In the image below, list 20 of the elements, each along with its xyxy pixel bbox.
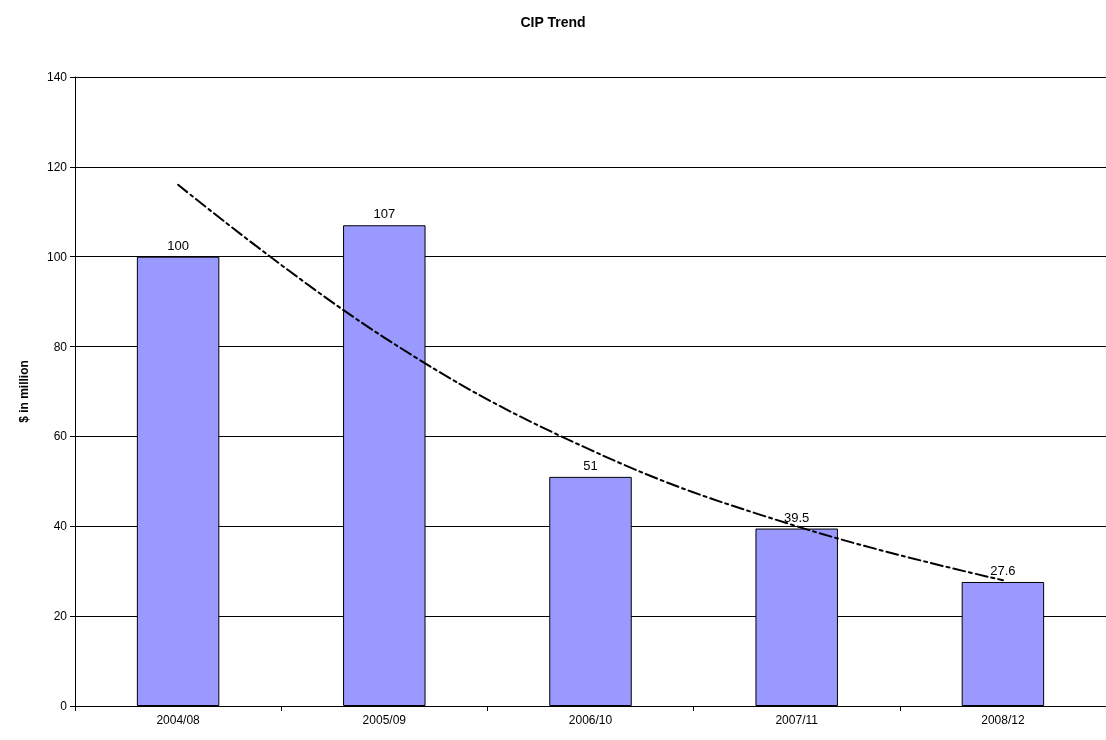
x-tick-label: 2006/10	[568, 713, 613, 727]
x-tick-label: 2004/08	[156, 713, 201, 727]
data-label: 51	[583, 457, 598, 473]
y-tick-label: 60	[53, 429, 68, 444]
y-tick-label: 20	[53, 609, 68, 624]
y-tick-label: 100	[46, 249, 68, 264]
x-tick-label: 2005/09	[362, 713, 407, 727]
y-tick-label: 80	[53, 339, 68, 354]
y-tick-label: 40	[53, 519, 68, 534]
y-tick-label: 120	[46, 159, 68, 174]
x-tick-label: 2007/11	[775, 713, 819, 727]
data-label: 27.6	[990, 563, 1016, 578]
chart-title: CIP Trend	[520, 14, 586, 30]
data-label: 39.5	[784, 509, 810, 525]
y-tick-label: 140	[46, 70, 68, 84]
data-label: 107	[373, 206, 396, 222]
y-axis-title: $ in million	[17, 360, 31, 423]
x-tick-label: 2008/12	[981, 713, 1025, 727]
y-tick-label: 0	[60, 699, 68, 713]
data-label: 100	[167, 237, 189, 253]
